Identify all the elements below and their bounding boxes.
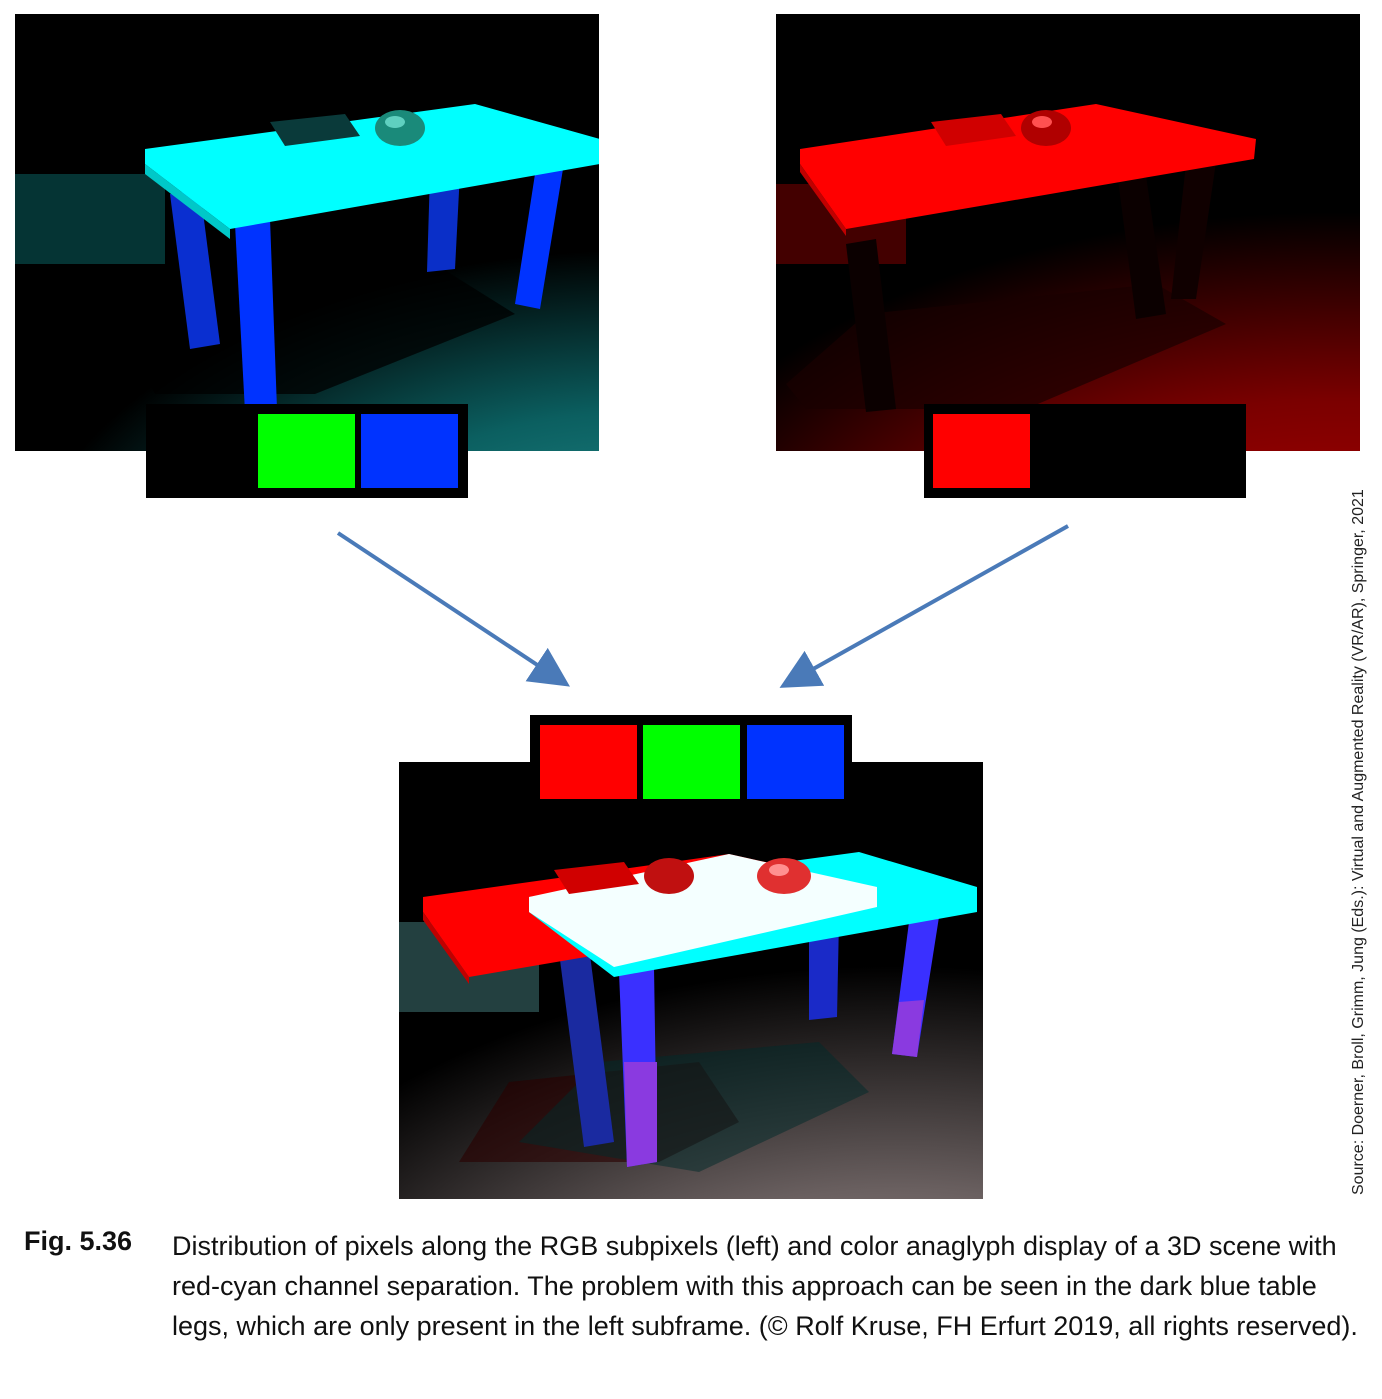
arrow-left	[336, 531, 571, 687]
subpixel-green	[258, 414, 355, 488]
subpixel-blue	[361, 414, 458, 488]
figure-caption-text: Distribution of pixels along the RGB sub…	[172, 1231, 1358, 1341]
merge-arrows	[336, 524, 1069, 688]
subpixel-off	[156, 414, 253, 488]
subpixel-red	[933, 414, 1030, 488]
source-credit: Source: Doerner, Broll, Grimm, Jung (Eds…	[1350, 489, 1367, 1195]
right-subframe-image	[776, 14, 1360, 451]
subpixel-blue	[747, 725, 844, 799]
subpixel-green	[643, 725, 740, 799]
composite-subpixel-bar	[530, 715, 852, 809]
anaglyph-composite-image	[399, 762, 983, 1199]
subpixel-off	[1036, 414, 1133, 488]
arrow-right	[779, 524, 1069, 688]
subpixel-red	[540, 725, 637, 799]
figure-label: Fig. 5.36	[24, 1226, 133, 1256]
left-subpixel-bar	[146, 404, 468, 498]
right-subpixel-bar	[924, 404, 1246, 498]
left-subframe-image	[15, 14, 599, 451]
subpixel-off	[1139, 414, 1236, 488]
